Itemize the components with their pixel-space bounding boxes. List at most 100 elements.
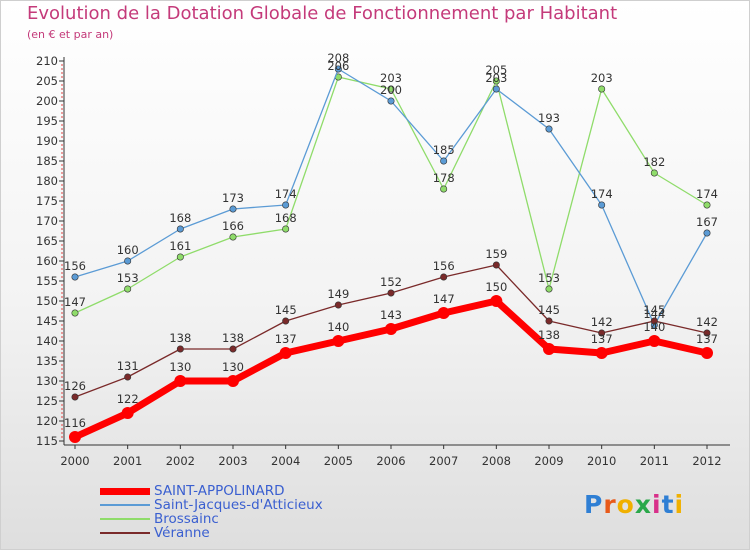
y-tick-label: 205: [36, 74, 58, 88]
data-point: [598, 85, 606, 93]
data-point: [490, 295, 503, 307]
x-tick-label: 2002: [166, 454, 195, 468]
x-tick-label: 2003: [218, 454, 247, 468]
x-tick-label: 2004: [271, 454, 300, 468]
data-label: 173: [222, 191, 244, 205]
data-label: 140: [643, 320, 665, 334]
data-label: 203: [380, 71, 402, 85]
logo-letter: r: [603, 490, 617, 519]
x-tick-label: 2012: [692, 454, 721, 468]
data-label: 142: [696, 315, 718, 329]
legend-swatch: [100, 518, 150, 520]
data-label: 208: [327, 51, 349, 65]
logo-letter: t: [661, 490, 675, 519]
data-point: [545, 317, 553, 325]
data-point: [334, 65, 342, 73]
data-label: 168: [169, 211, 191, 225]
logo-letter: i: [674, 490, 685, 519]
data-label: 143: [380, 308, 402, 322]
y-tick-label: 200: [36, 94, 58, 108]
data-point: [279, 347, 292, 359]
data-label: 153: [117, 271, 139, 285]
data-point: [174, 375, 187, 387]
data-point: [229, 345, 237, 353]
data-point: [385, 323, 397, 335]
y-tick-label: 125: [36, 394, 58, 408]
data-point: [229, 205, 237, 213]
data-point: [595, 347, 608, 359]
data-label: 174: [591, 187, 613, 201]
data-label: 145: [275, 303, 297, 317]
y-tick-label: 140: [36, 334, 58, 348]
data-point: [124, 285, 132, 293]
y-tick-label: 130: [36, 374, 58, 388]
data-point: [598, 329, 606, 337]
data-point: [282, 317, 290, 325]
y-tick-label: 145: [36, 314, 58, 328]
logo-letter: P: [584, 490, 604, 519]
data-label: 205: [485, 63, 507, 77]
x-tick-label: 2005: [324, 454, 353, 468]
data-point: [71, 309, 79, 317]
y-tick-label: 135: [36, 354, 58, 368]
data-point: [545, 285, 553, 293]
data-point: [334, 301, 342, 309]
data-point: [648, 335, 661, 347]
x-tick-label: 2009: [534, 454, 563, 468]
data-label: 166: [222, 219, 244, 233]
x-tick-label: 2010: [587, 454, 616, 468]
chart-legend: SAINT-APPOLINARD Saint-Jacques-d'Atticieu…: [100, 484, 323, 540]
data-point: [121, 407, 134, 419]
data-label: 130: [169, 360, 191, 374]
data-label: 185: [433, 143, 455, 157]
legend-item: Véranne: [100, 526, 323, 540]
legend-swatch: [100, 504, 150, 506]
data-label: 145: [643, 303, 665, 317]
data-point: [598, 201, 606, 209]
data-label: 140: [327, 320, 349, 334]
data-point: [124, 257, 132, 265]
legend-item: Saint-Jacques-d'Atticieux: [100, 498, 323, 512]
x-tick-label: 2001: [113, 454, 142, 468]
data-label: 147: [433, 292, 455, 306]
data-point: [282, 201, 290, 209]
x-tick-label: 2011: [640, 454, 669, 468]
data-label: 138: [222, 331, 244, 345]
chart-title: Evolution de la Dotation Globale de Fonc…: [27, 3, 618, 24]
data-label: 174: [696, 187, 718, 201]
logo-letter: o: [616, 490, 635, 519]
legend-label: Brossainc: [154, 511, 219, 527]
legend-label: SAINT-APPOLINARD: [154, 483, 285, 499]
data-label: 142: [591, 315, 613, 329]
legend-label: Véranne: [154, 525, 210, 541]
data-label: 168: [275, 211, 297, 225]
y-tick-label: 175: [36, 194, 58, 208]
data-label: 200: [380, 83, 402, 97]
y-tick-label: 195: [36, 114, 58, 128]
data-label: 159: [485, 247, 507, 261]
data-label: 144: [643, 307, 665, 321]
data-point: [176, 225, 184, 233]
data-point: [387, 289, 395, 297]
data-point: [387, 97, 395, 105]
data-point: [437, 307, 450, 319]
data-point: [543, 343, 555, 355]
data-label: 156: [64, 259, 86, 273]
data-point: [71, 393, 79, 401]
x-tick-label: 2008: [482, 454, 511, 468]
y-tick-label: 185: [36, 154, 58, 168]
data-point: [124, 373, 132, 381]
data-label: 145: [538, 303, 560, 317]
legend-label: Saint-Jacques-d'Atticieux: [154, 497, 323, 513]
data-point: [492, 85, 500, 93]
logo-letter: x: [634, 490, 652, 519]
data-label: 167: [696, 215, 718, 229]
data-label: 138: [169, 331, 191, 345]
data-label: 147: [64, 295, 86, 309]
y-tick-label: 115: [36, 434, 58, 448]
data-point: [545, 125, 553, 133]
data-point: [69, 431, 81, 443]
data-label: 203: [591, 71, 613, 85]
data-label: 174: [275, 187, 297, 201]
